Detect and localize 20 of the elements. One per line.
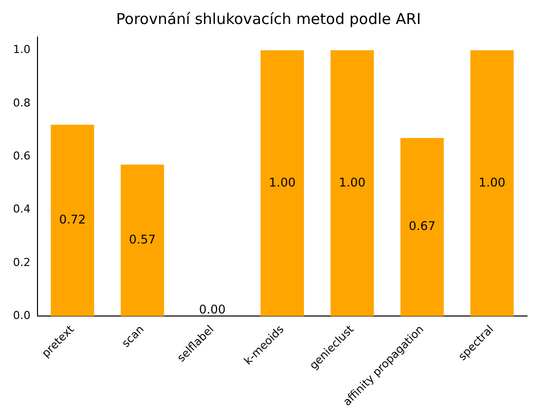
bar (50, 124, 94, 316)
y-tick-label: 1.0 (12, 43, 30, 56)
data-label: 0.00 (198, 302, 226, 316)
bar (260, 50, 304, 316)
chart-title: Porovnání shlukovacích metod podle ARI (116, 10, 421, 28)
bar (330, 50, 374, 316)
bar (120, 164, 164, 316)
y-tick-label: 0.0 (12, 308, 30, 322)
y-tick-label: 0.6 (12, 149, 30, 162)
data-label: 0.72 (59, 212, 86, 227)
data-label: 1.00 (268, 175, 296, 190)
bar (470, 50, 514, 316)
data-label: 1.00 (478, 175, 506, 190)
y-tick-label: 0.2 (12, 256, 30, 269)
data-label: 1.00 (338, 175, 366, 190)
y-tick-label: 0.8 (12, 96, 30, 110)
bar (400, 138, 444, 316)
data-label: 0.57 (129, 232, 156, 246)
y-tick-label: 0.4 (12, 202, 30, 216)
data-label: 0.67 (408, 219, 436, 234)
